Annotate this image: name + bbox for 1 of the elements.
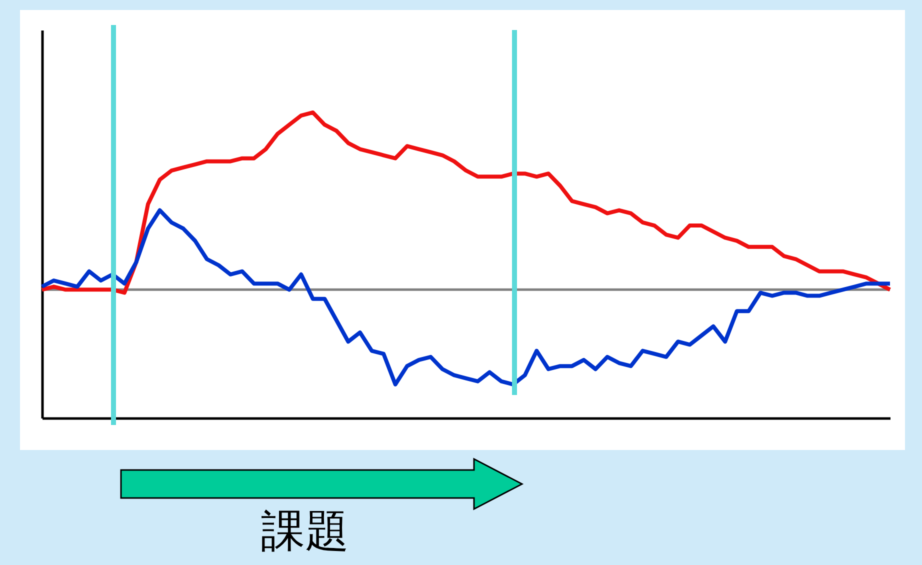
text: 課題 bbox=[260, 505, 350, 559]
